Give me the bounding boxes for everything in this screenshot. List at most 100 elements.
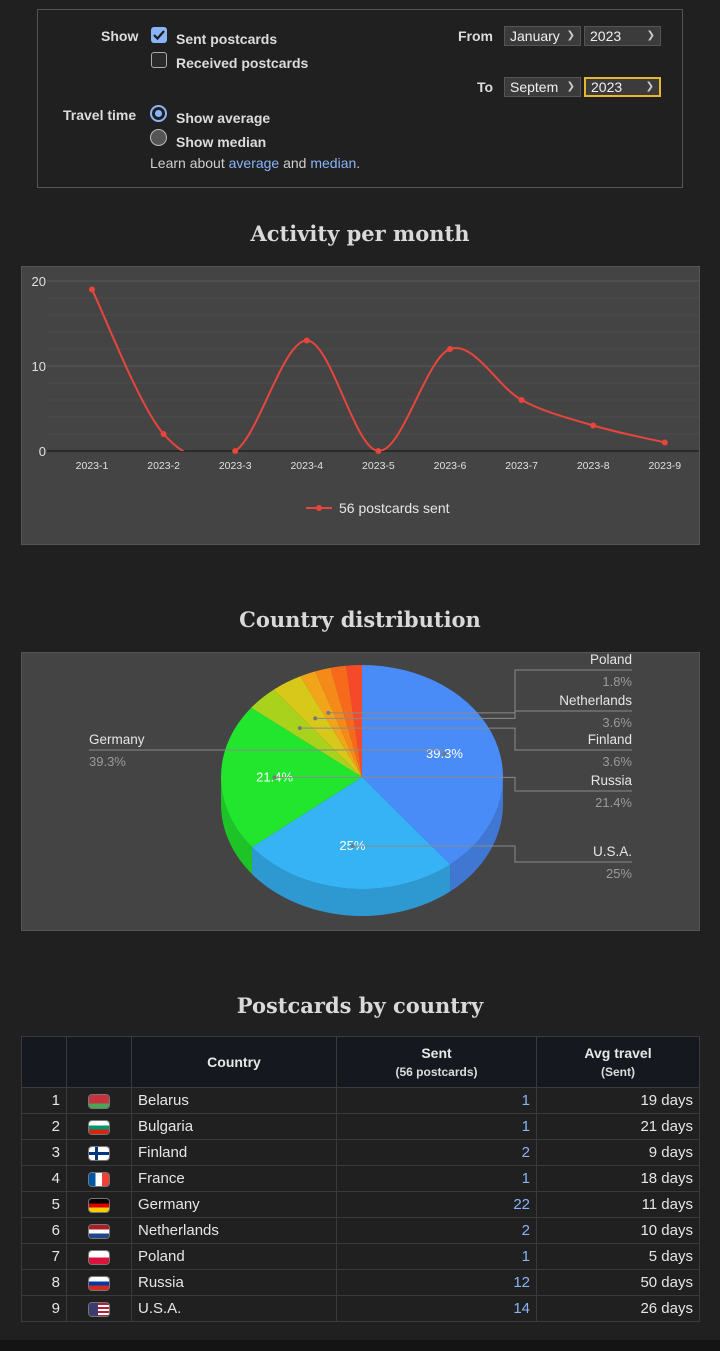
data-point — [89, 286, 95, 293]
row-index: 6 — [21, 1217, 67, 1244]
row-index: 7 — [21, 1243, 67, 1270]
row-country: Russia — [131, 1269, 337, 1296]
x-tick-label: 2023-8 — [577, 460, 610, 472]
data-point — [661, 439, 668, 446]
sent-checkbox[interactable] — [151, 27, 167, 43]
header-avg-travel[interactable]: Avg travel (Sent) — [536, 1036, 700, 1088]
row-country: Belarus — [131, 1087, 337, 1114]
leader-line — [315, 710, 632, 719]
row-country: Bulgaria — [131, 1113, 337, 1140]
data-point — [590, 422, 597, 429]
leader-line — [352, 845, 632, 863]
from-month-value: January — [510, 28, 560, 44]
header-sent[interactable]: Sent (56 postcards) — [336, 1036, 537, 1088]
row-avg-travel: 5 days — [536, 1243, 700, 1270]
row-flag-cell — [66, 1113, 132, 1140]
pie-slice — [330, 665, 362, 777]
learn-prefix: Learn about — [150, 155, 229, 171]
header-flag — [66, 1036, 132, 1088]
row-flag-cell — [66, 1087, 132, 1114]
header-avg-sub: (Sent) — [601, 1065, 635, 1079]
leader-dot — [326, 710, 331, 715]
legend-marker — [316, 505, 322, 511]
table-row: 8 Russia 12 50 days — [21, 1269, 700, 1296]
x-tick-label: 2023-7 — [505, 460, 538, 472]
row-sent-link[interactable]: 1 — [336, 1113, 537, 1140]
row-flag-cell — [66, 1139, 132, 1166]
row-sent-link[interactable]: 2 — [336, 1217, 537, 1244]
slice-percent-outside: 1.8% — [602, 674, 632, 689]
median-radio[interactable] — [150, 129, 167, 146]
table-row: 5 Germany 22 11 days — [21, 1191, 700, 1218]
chevron-down-icon: ❯ — [646, 30, 655, 41]
slice-percent-outside: 3.6% — [602, 754, 632, 769]
row-sent-link[interactable]: 22 — [336, 1191, 537, 1218]
bottom-bar — [0, 1340, 720, 1351]
activity-line-chart: 0 10 20 2023-1 2023-2 2023-3 2023-4 2023-5 2023-… — [32, 274, 699, 516]
x-tick-label: 2023-3 — [219, 460, 252, 472]
pie-slice — [251, 689, 362, 777]
received-checkbox-label[interactable]: Received postcards — [176, 55, 309, 71]
row-sent-link[interactable]: 12 — [336, 1269, 537, 1296]
data-point — [518, 397, 525, 403]
median-radio-label[interactable]: Show median — [176, 134, 267, 150]
series-line — [91, 289, 666, 451]
received-checkbox[interactable] — [151, 52, 167, 68]
row-sent-link[interactable]: 1 — [336, 1087, 537, 1114]
distribution-chart-panel: 39.3%Germany39.3%25%U.S.A.25%21.4%Russia… — [21, 652, 700, 931]
slice-name-label: Netherlands — [559, 693, 632, 708]
leader-line — [328, 669, 632, 714]
row-sent-link[interactable]: 1 — [336, 1243, 537, 1270]
header-sent-label: Sent — [421, 1045, 452, 1061]
slice-percent-outside: 21.4% — [595, 795, 632, 810]
to-month-select[interactable]: Septem ❯ — [504, 77, 581, 97]
from-year-value: 2023 — [590, 28, 622, 44]
median-link[interactable]: median — [310, 155, 357, 171]
row-index: 9 — [21, 1295, 67, 1322]
to-year-select[interactable]: 2023 ❯ — [584, 77, 661, 97]
pie-slice — [346, 665, 362, 777]
table-header-row: Country Sent (56 postcards) Avg travel (Se… — [21, 1036, 700, 1088]
row-sent-link[interactable]: 1 — [336, 1165, 537, 1192]
header-country[interactable]: Country — [131, 1036, 337, 1088]
average-link[interactable]: average — [228, 155, 280, 171]
average-radio-label[interactable]: Show average — [176, 110, 271, 126]
show-label: Show — [101, 28, 139, 44]
row-flag-cell — [66, 1243, 132, 1270]
chevron-down-icon: ❯ — [645, 81, 654, 92]
row-country: Netherlands — [131, 1217, 337, 1244]
row-country: U.S.A. — [131, 1295, 337, 1322]
row-flag-cell — [66, 1269, 132, 1296]
flag-icon — [89, 1276, 109, 1290]
from-month-select[interactable]: January ❯ — [504, 26, 581, 46]
average-radio[interactable] — [150, 105, 167, 122]
to-label: To — [477, 79, 494, 95]
row-avg-travel: 18 days — [536, 1165, 700, 1192]
data-point — [303, 337, 310, 344]
pie-slice — [273, 676, 362, 777]
x-tick-label: 2023-4 — [290, 460, 323, 472]
leader-dot — [297, 726, 302, 731]
distribution-title: Country distribution — [239, 607, 481, 632]
slice-name-label: U.S.A. — [593, 844, 632, 859]
x-tick-label: 2023-2 — [147, 460, 180, 472]
country-pie-chart: 39.3%Germany39.3%25%U.S.A.25%21.4%Russia… — [89, 652, 632, 916]
leader-dot — [350, 844, 355, 849]
table-row: 2 Bulgaria 1 21 days — [21, 1113, 700, 1140]
row-sent-link[interactable]: 14 — [336, 1295, 537, 1322]
flag-icon — [89, 1094, 109, 1108]
header-country-label: Country — [207, 1054, 261, 1070]
row-sent-link[interactable]: 2 — [336, 1139, 537, 1166]
slice-percent-outside: 3.6% — [602, 715, 632, 730]
row-country: Poland — [131, 1243, 337, 1270]
from-year-select[interactable]: 2023 ❯ — [584, 26, 661, 46]
chevron-down-icon: ❯ — [566, 81, 575, 92]
sent-checkbox-label[interactable]: Sent postcards — [176, 31, 278, 47]
row-avg-travel: 26 days — [536, 1295, 700, 1322]
to-month-value: Septem — [510, 79, 559, 95]
flag-icon — [89, 1250, 109, 1264]
header-index — [21, 1036, 67, 1088]
row-avg-travel: 19 days — [536, 1087, 700, 1114]
y-tick-label: 0 — [39, 444, 46, 459]
slice-name-label: Germany — [89, 732, 145, 747]
